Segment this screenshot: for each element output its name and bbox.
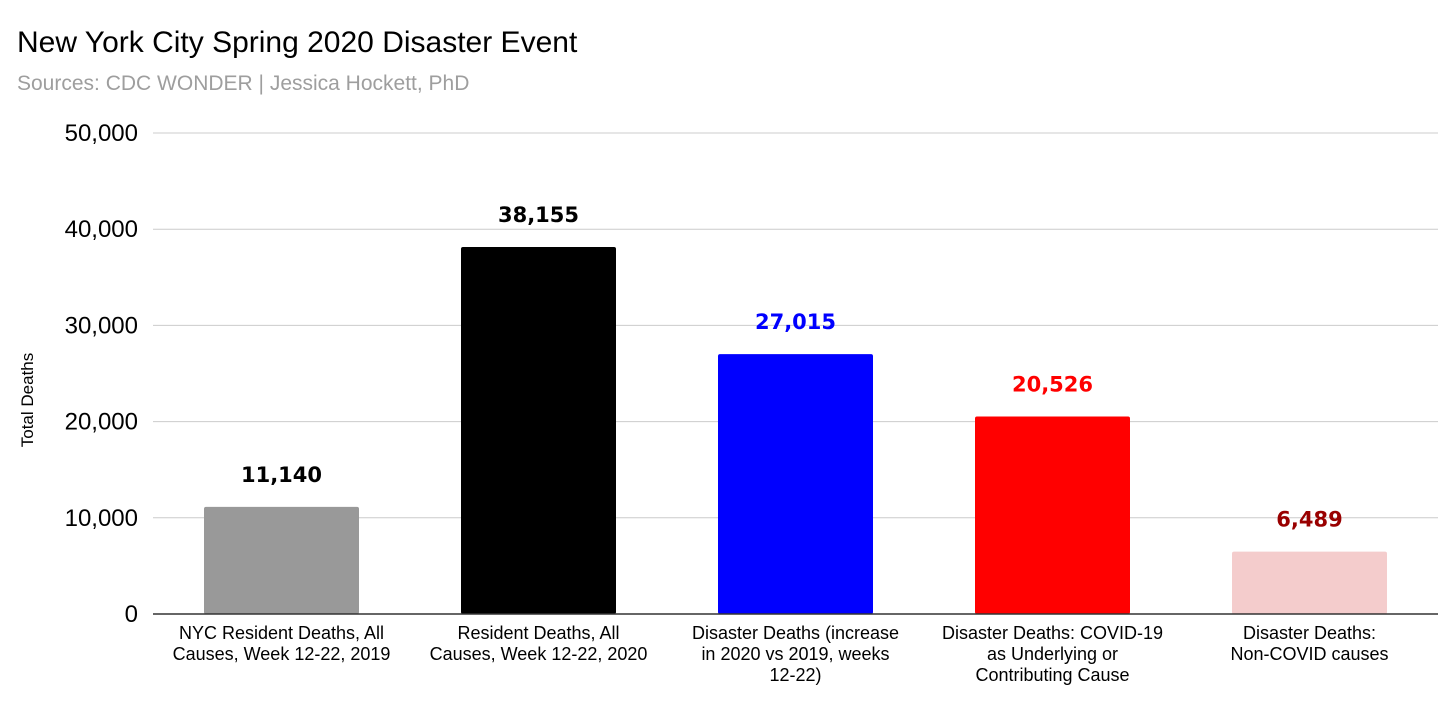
x-tick-label-line: Causes, Week 12-22, 2020 [430, 644, 648, 664]
x-tick-label-line: Contributing Cause [975, 665, 1129, 685]
x-tick-label: NYC Resident Deaths, All Causes, Week 12-… [173, 623, 391, 664]
data-label: 20,526 [1012, 373, 1093, 397]
x-tick-label-line: Causes, Week 12-22, 2019 [173, 644, 391, 664]
bar [461, 246, 616, 614]
x-tick-label-line: as Underlying or [987, 644, 1118, 664]
x-tick-label-line: Resident Deaths, All [457, 623, 619, 643]
x-tick-label-line: in 2020 vs 2019, weeks [701, 644, 889, 664]
x-tick-label: Disaster Deaths: COVID-19 as Underlying o… [942, 623, 1163, 685]
y-tick-label: 20,000 [65, 409, 138, 436]
y-axis-ticks: 0 10,000 20,000 30,000 40,000 50,000 [65, 120, 138, 628]
bar [1232, 551, 1387, 614]
chart-title: New York City Spring 2020 Disaster Event [17, 26, 578, 59]
data-label: 6,489 [1276, 508, 1342, 532]
bar [975, 416, 1130, 614]
bar [718, 354, 873, 614]
bars [204, 246, 1387, 614]
data-label: 27,015 [755, 310, 836, 334]
x-tick-label-line: Disaster Deaths: [1243, 623, 1376, 643]
data-label: 11,140 [241, 463, 322, 487]
x-tick-label-line: Non-COVID causes [1230, 644, 1388, 664]
data-labels: 11,140 38,155 27,015 20,526 6,489 [241, 203, 1343, 532]
y-tick-label: 50,000 [65, 120, 138, 147]
y-tick-label: 30,000 [65, 312, 138, 339]
y-tick-label: 10,000 [65, 505, 138, 532]
x-axis-ticks: NYC Resident Deaths, All Causes, Week 12-… [173, 623, 1389, 685]
y-tick-label: 40,000 [65, 216, 138, 243]
x-tick-label-line: Disaster Deaths: COVID-19 [942, 623, 1163, 643]
x-tick-label: Disaster Deaths: Non-COVID causes [1230, 623, 1388, 664]
x-tick-label: Disaster Deaths (increase in 2020 vs 2019… [692, 623, 899, 685]
x-tick-label-line: Disaster Deaths (increase [692, 623, 899, 643]
bar [204, 506, 359, 614]
y-axis-label: Total Deaths [18, 353, 37, 448]
chart-subtitle: Sources: CDC WONDER | Jessica Hockett, P… [17, 72, 470, 95]
x-tick-label-line: NYC Resident Deaths, All [179, 623, 384, 643]
data-label: 38,155 [498, 203, 579, 227]
y-tick-label: 0 [125, 601, 138, 628]
x-tick-label: Resident Deaths, All Causes, Week 12-22, … [430, 623, 648, 664]
x-tick-label-line: 12-22) [769, 665, 821, 685]
